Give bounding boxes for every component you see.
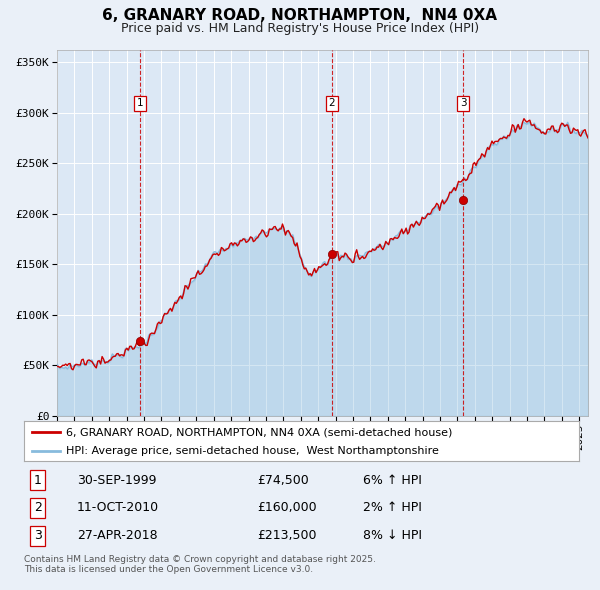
Text: 6, GRANARY ROAD, NORTHAMPTON,  NN4 0XA: 6, GRANARY ROAD, NORTHAMPTON, NN4 0XA — [103, 8, 497, 23]
Text: Contains HM Land Registry data © Crown copyright and database right 2025.
This d: Contains HM Land Registry data © Crown c… — [24, 555, 376, 574]
Text: 1: 1 — [136, 98, 143, 108]
Text: 2: 2 — [34, 502, 42, 514]
Text: 2: 2 — [328, 98, 335, 108]
Text: £160,000: £160,000 — [257, 502, 317, 514]
Text: Price paid vs. HM Land Registry's House Price Index (HPI): Price paid vs. HM Land Registry's House … — [121, 22, 479, 35]
Text: 3: 3 — [34, 529, 42, 542]
Text: 27-APR-2018: 27-APR-2018 — [77, 529, 157, 542]
Text: 6, GRANARY ROAD, NORTHAMPTON, NN4 0XA (semi-detached house): 6, GRANARY ROAD, NORTHAMPTON, NN4 0XA (s… — [65, 427, 452, 437]
Text: 1: 1 — [34, 474, 42, 487]
Text: 8% ↓ HPI: 8% ↓ HPI — [362, 529, 422, 542]
Text: 3: 3 — [460, 98, 466, 108]
Text: 6% ↑ HPI: 6% ↑ HPI — [362, 474, 421, 487]
Text: £213,500: £213,500 — [257, 529, 317, 542]
Text: HPI: Average price, semi-detached house,  West Northamptonshire: HPI: Average price, semi-detached house,… — [65, 445, 439, 455]
Text: 2% ↑ HPI: 2% ↑ HPI — [362, 502, 421, 514]
Text: £74,500: £74,500 — [257, 474, 309, 487]
Text: 30-SEP-1999: 30-SEP-1999 — [77, 474, 156, 487]
Text: 11-OCT-2010: 11-OCT-2010 — [77, 502, 159, 514]
